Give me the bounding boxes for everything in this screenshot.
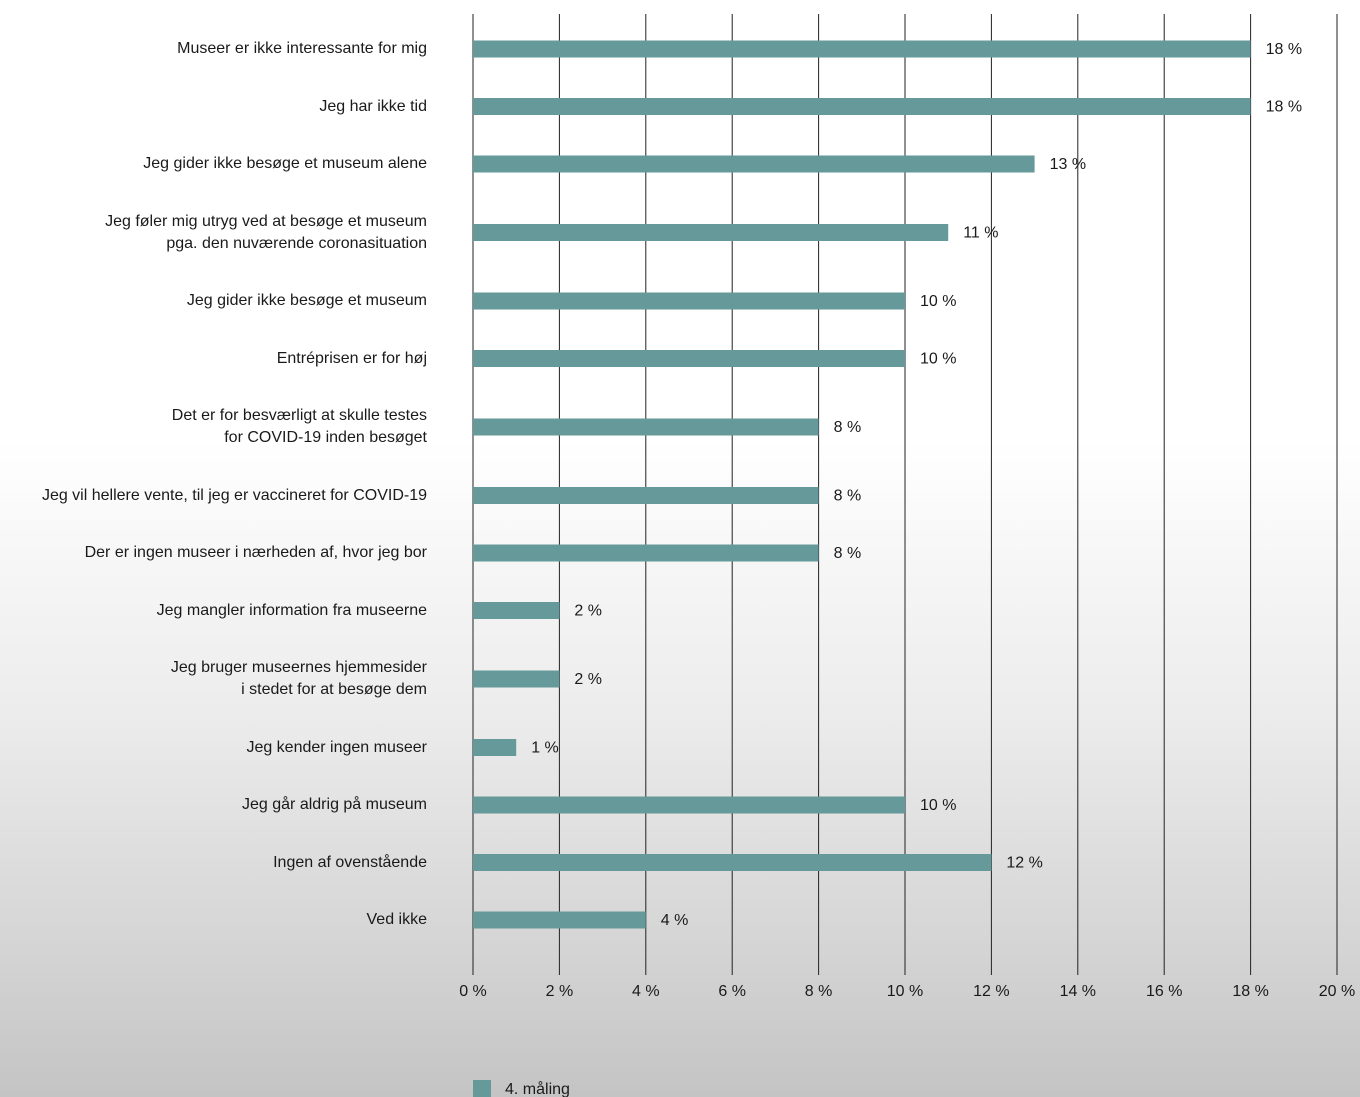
bar: [473, 602, 560, 619]
value-label: 18 %: [1266, 99, 1302, 116]
bar: [473, 670, 560, 688]
bar: [473, 854, 992, 871]
bar: [473, 739, 517, 756]
bar: [473, 224, 949, 241]
value-label: 8 %: [834, 488, 862, 505]
bar: [473, 292, 905, 310]
bar: [473, 155, 1035, 173]
category-label: Jeg gider ikke besøge et museum: [186, 292, 427, 309]
bar: [473, 418, 819, 436]
value-label: 11 %: [963, 225, 998, 242]
x-tick-label: 0 %: [459, 983, 487, 1000]
bar: [473, 40, 1251, 58]
value-label: 18 %: [1266, 41, 1302, 58]
bar: [473, 487, 819, 504]
x-tick-label: 12 %: [973, 983, 1009, 1000]
category-label: Jeg føler mig utryg ved at besøge et mus…: [105, 212, 427, 252]
x-tick-label: 2 %: [546, 983, 574, 1000]
x-tick-label: 20 %: [1319, 983, 1355, 1000]
category-label: Jeg bruger museernes hjemmesider i stede…: [170, 659, 427, 698]
category-label: Ingen af ovenstående: [273, 853, 427, 871]
x-tick-label: 18 %: [1232, 983, 1268, 1000]
bar: [473, 911, 646, 929]
category-label: Jeg gider ikke besøge et museum alene: [143, 155, 427, 172]
value-label: 10 %: [920, 293, 956, 310]
category-label: Det er for besværligt at skulle testes f…: [171, 407, 427, 446]
bar: [473, 98, 1251, 115]
value-label: 10 %: [920, 351, 956, 368]
value-label: 8 %: [834, 419, 862, 436]
bar: [473, 350, 905, 367]
category-label: Jeg kender ingen museer: [246, 738, 427, 756]
legend-swatch: [473, 1080, 491, 1097]
value-label: 4 %: [661, 912, 689, 929]
category-label: Jeg går aldrig på museum: [242, 796, 427, 813]
x-tick-label: 6 %: [718, 983, 746, 1000]
value-label: 13 %: [1050, 156, 1086, 173]
value-label: 2 %: [574, 603, 602, 620]
value-label: 10 %: [920, 797, 956, 814]
x-tick-label: 4 %: [632, 983, 660, 1000]
category-label: Ved ikke: [366, 911, 427, 928]
category-label: Museer er ikke interessante for mig: [177, 40, 427, 57]
bar: [473, 544, 819, 562]
x-tick-label: 10 %: [887, 983, 923, 1000]
category-label: Jeg mangler information fra museerne: [156, 601, 427, 619]
legend-label: 4. måling: [505, 1080, 570, 1097]
x-tick-label: 16 %: [1146, 983, 1182, 1000]
bar: [473, 796, 905, 814]
value-label: 8 %: [834, 545, 862, 562]
category-label: Jeg vil hellere vente, til jeg er vaccin…: [41, 486, 427, 504]
value-label: 2 %: [574, 671, 602, 688]
value-label: 1 %: [531, 740, 559, 757]
x-tick-label: 8 %: [805, 983, 833, 1000]
x-tick-label: 14 %: [1060, 983, 1096, 1000]
category-label: Der er ingen museer i nærheden af, hvor …: [84, 544, 427, 561]
category-label: Jeg har ikke tid: [319, 97, 427, 115]
category-label: Entréprisen er for høj: [276, 349, 427, 367]
value-label: 12 %: [1006, 855, 1042, 872]
